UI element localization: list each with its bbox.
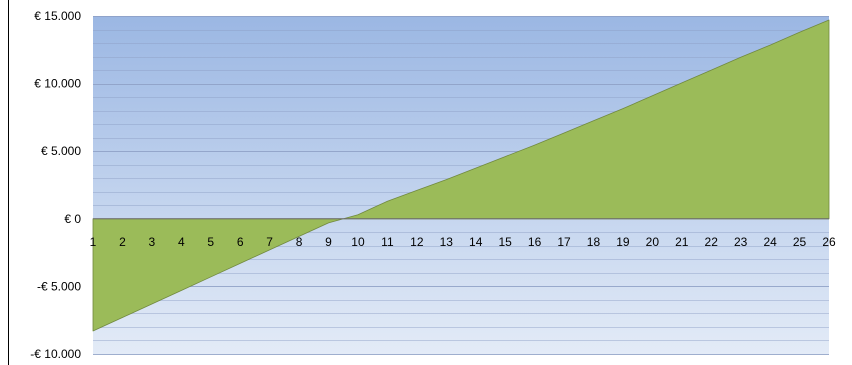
x-tick-label: 3 <box>149 235 156 249</box>
y-tick-label: € 15.000 <box>34 9 81 23</box>
x-tick-label: 9 <box>325 235 332 249</box>
x-tick-label: 4 <box>178 235 185 249</box>
y-tick-label: -€ 5.000 <box>37 279 81 293</box>
y-tick-label: € 10.000 <box>34 77 81 91</box>
x-tick-label: 16 <box>528 235 542 249</box>
y-tick-label: € 5.000 <box>41 144 81 158</box>
x-tick-label: 14 <box>469 235 483 249</box>
x-tick-label: 25 <box>793 235 807 249</box>
x-tick-label: 24 <box>763 235 777 249</box>
x-tick-label: 21 <box>675 235 689 249</box>
x-tick-label: 20 <box>646 235 660 249</box>
x-tick-label: 7 <box>266 235 273 249</box>
y-tick-label: € 0 <box>64 212 81 226</box>
area-series <box>92 19 830 332</box>
x-tick-label: 5 <box>207 235 214 249</box>
x-tick-label: 17 <box>557 235 571 249</box>
x-tick-label: 12 <box>410 235 424 249</box>
x-tick-label: 22 <box>705 235 719 249</box>
y-tick-label: -€ 10.000 <box>30 347 81 361</box>
x-tick-label: 11 <box>381 235 394 249</box>
y-axis-ticks: € 15.000 € 10.000 € 5.000 € 0 -€ 5.000 -€ 10.… <box>30 9 81 361</box>
x-tick-label: 1 <box>90 235 97 249</box>
x-tick-label: 23 <box>734 235 748 249</box>
x-tick-label: 13 <box>440 235 454 249</box>
x-tick-label: 8 <box>296 235 303 249</box>
x-tick-label: 6 <box>237 235 244 249</box>
x-tick-label: 15 <box>498 235 512 249</box>
x-tick-label: 19 <box>616 235 630 249</box>
x-tick-label: 2 <box>119 235 126 249</box>
x-axis-ticks: 1 2 3 4 5 6 7 8 9 10 11 12 13 14 15 16 17 18 19 20 21 22 23 24 2… <box>90 235 836 249</box>
x-tick-label: 26 <box>822 235 836 249</box>
x-tick-label: 18 <box>587 235 601 249</box>
x-tick-label: 10 <box>351 235 365 249</box>
